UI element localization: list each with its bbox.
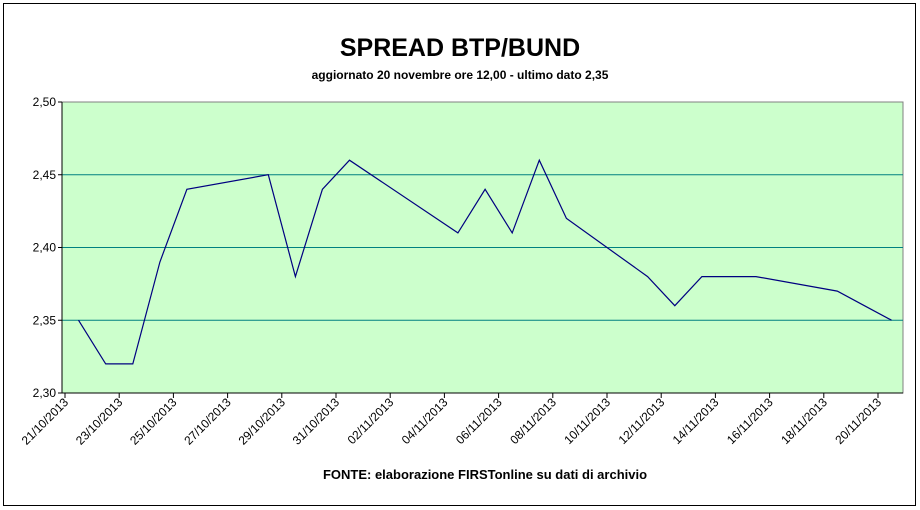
source-note: FONTE: elaborazione FIRSTonline su dati … bbox=[323, 467, 647, 482]
chart-subtitle: aggiornato 20 novembre ore 12,00 - ultim… bbox=[312, 68, 609, 82]
y-tick-label: 2,40 bbox=[33, 241, 57, 255]
y-tick-label: 2,35 bbox=[33, 313, 57, 327]
y-tick-label: 2,30 bbox=[33, 386, 57, 400]
y-tick-label: 2,50 bbox=[33, 95, 57, 109]
data-line bbox=[77, 158, 892, 365]
chart-title: SPREAD BTP/BUND bbox=[340, 34, 580, 62]
y-tick-label: 2,45 bbox=[33, 168, 57, 182]
